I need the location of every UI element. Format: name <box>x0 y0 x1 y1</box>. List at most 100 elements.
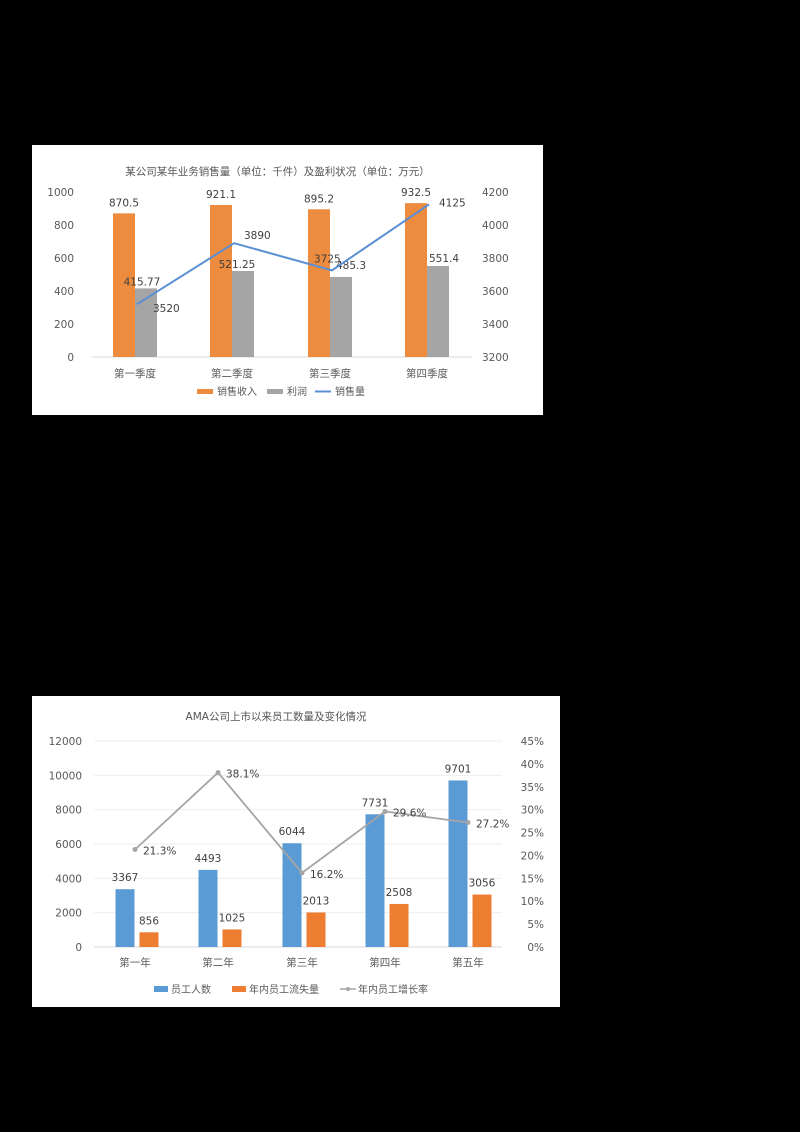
right-axis-tick: 45% <box>521 736 544 748</box>
category-label: 第四季度 <box>406 367 448 380</box>
employee-chart: AMA公司上市以来员工数量及变化情况 0 2000 4000 6000 8000 10000… <box>49 710 544 996</box>
right-axis-tick: 35% <box>521 782 544 794</box>
sales-chart-panel: 某公司某年业务销售量（单位：千件）及盈利状况（单位：万元） 0 200 400 600 8… <box>32 145 543 415</box>
left-axis-tick: 0 <box>75 942 82 954</box>
left-axis-tick: 10000 <box>49 770 82 782</box>
bar-profit <box>427 266 449 357</box>
data-label: 895.2 <box>304 193 334 205</box>
left-axis-tick: 800 <box>54 220 74 232</box>
bar-employee-attrition <box>306 912 326 947</box>
bar-sales-revenue <box>405 203 427 357</box>
line-marker <box>132 846 138 852</box>
data-label: 521.25 <box>219 259 256 271</box>
data-label: 856 <box>139 915 159 927</box>
data-label: 9701 <box>445 763 472 775</box>
right-axis-tick: 10% <box>521 896 544 908</box>
right-axis-tick: 20% <box>521 850 544 862</box>
right-axis-tick: 5% <box>527 919 544 931</box>
data-label: 932.5 <box>401 187 431 199</box>
right-axis-tick: 3800 <box>482 253 509 265</box>
legend-label: 年内员工流失量 <box>249 983 319 996</box>
right-axis-tick: 0% <box>527 942 544 954</box>
category-label: 第三季度 <box>309 367 351 380</box>
bar-employee-count <box>198 869 218 947</box>
data-label: 38.1% <box>226 769 259 781</box>
data-label: 1025 <box>219 912 246 924</box>
left-axis-tick: 0 <box>67 352 74 364</box>
data-label: 4125 <box>439 197 466 209</box>
bar-sales-revenue <box>210 205 232 357</box>
data-label: 7731 <box>362 797 389 809</box>
category-label: 第三年 <box>286 956 318 969</box>
bar-sales-revenue <box>308 209 330 357</box>
category-label: 第五年 <box>452 956 484 969</box>
bar-employee-attrition <box>472 894 492 947</box>
right-axis-tick: 15% <box>521 873 544 885</box>
legend-swatch-profit <box>267 389 283 394</box>
line-sales-volume <box>136 203 430 306</box>
right-axis-tick: 3400 <box>482 319 509 331</box>
category-label: 第一年 <box>119 956 151 969</box>
legend-label: 员工人数 <box>171 983 211 996</box>
bar-profit <box>330 276 352 357</box>
left-axis-tick: 8000 <box>55 805 82 817</box>
legend-label: 销售收入 <box>217 385 257 398</box>
left-axis-tick: 12000 <box>49 736 82 748</box>
data-label: 4493 <box>195 853 222 865</box>
left-axis-tick: 400 <box>54 286 74 298</box>
line-marker <box>215 770 221 776</box>
bar-profit <box>135 288 157 357</box>
right-axis-tick: 3600 <box>482 286 509 298</box>
bar-employee-attrition <box>139 932 159 947</box>
data-label: 3367 <box>112 872 139 884</box>
line-marker <box>299 870 305 876</box>
data-label: 415.77 <box>124 276 161 288</box>
bar-employee-count <box>365 814 385 947</box>
legend-swatch-sales-revenue <box>197 389 213 394</box>
data-label: 3725 <box>314 253 341 265</box>
bar-employee-attrition <box>389 903 409 947</box>
bar-employee-attrition <box>222 929 242 947</box>
data-label: 921.1 <box>206 189 236 201</box>
bar-employee-count <box>282 843 302 947</box>
right-axis-tick: 4200 <box>482 187 509 199</box>
bar-employee-count <box>115 889 135 947</box>
data-label: 551.4 <box>429 253 459 265</box>
bar-sales-revenue <box>113 213 135 357</box>
left-axis-tick: 600 <box>54 253 74 265</box>
left-axis-tick: 6000 <box>55 839 82 851</box>
data-label: 29.6% <box>393 807 426 819</box>
legend-marker <box>346 987 350 991</box>
legend-swatch-employee-count <box>154 986 168 992</box>
data-label: 6044 <box>279 826 306 838</box>
left-axis-tick: 4000 <box>55 873 82 885</box>
category-label: 第四年 <box>369 956 401 969</box>
category-label: 第二季度 <box>211 367 253 380</box>
legend-swatch-employee-attrition <box>232 986 246 992</box>
employee-chart-panel: AMA公司上市以来员工数量及变化情况 0 2000 4000 6000 8000 10000… <box>32 696 560 1007</box>
data-label: 3890 <box>244 230 271 242</box>
bar-employee-count <box>448 780 468 947</box>
left-axis-tick: 2000 <box>55 908 82 920</box>
legend-label: 利润 <box>287 385 307 398</box>
line-marker <box>382 808 388 814</box>
bar-profit <box>232 270 254 357</box>
data-label: 870.5 <box>109 197 139 209</box>
chart-title: AMA公司上市以来员工数量及变化情况 <box>186 710 367 723</box>
right-axis-tick: 30% <box>521 805 544 817</box>
left-axis-tick: 200 <box>54 319 74 331</box>
data-label: 16.2% <box>310 869 343 881</box>
data-label: 3056 <box>469 878 496 890</box>
data-label: 2013 <box>303 895 330 907</box>
right-axis-tick: 25% <box>521 828 544 840</box>
right-axis-tick: 3200 <box>482 352 509 364</box>
sales-chart: 某公司某年业务销售量（单位：千件）及盈利状况（单位：万元） 0 200 400 600 8… <box>47 165 509 398</box>
data-label: 2508 <box>386 887 413 899</box>
data-label: 3520 <box>153 303 180 315</box>
legend-label: 年内员工增长率 <box>358 983 428 996</box>
right-axis-tick: 40% <box>521 759 544 771</box>
right-axis-tick: 4000 <box>482 220 509 232</box>
chart-title: 某公司某年业务销售量（单位：千件）及盈利状况（单位：万元） <box>125 165 430 178</box>
category-label: 第一季度 <box>114 367 156 380</box>
line-marker <box>465 819 471 825</box>
